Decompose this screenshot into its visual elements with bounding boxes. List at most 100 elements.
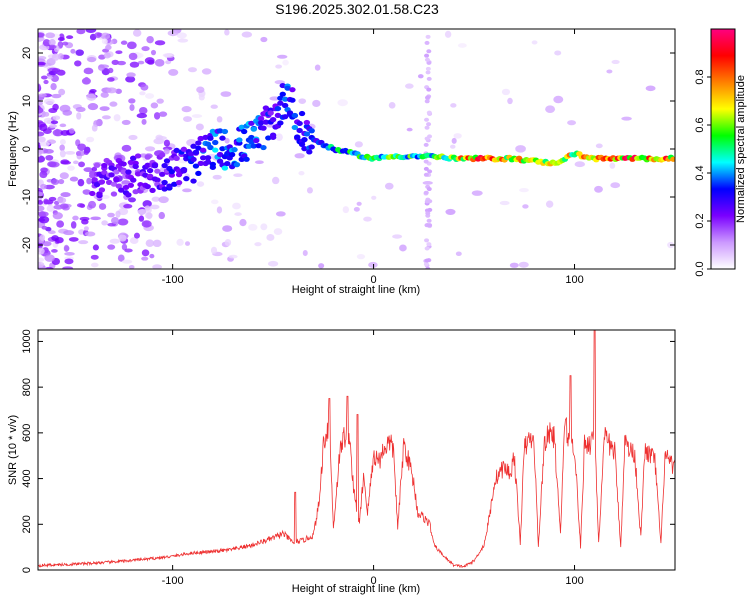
spectrogram-cell [125, 192, 132, 198]
spectrogram-cell [133, 232, 140, 239]
spectrogram-cell [303, 119, 311, 126]
spectrogram-cell [245, 143, 253, 149]
spectrogram-cell [38, 136, 46, 143]
spectrogram-cell [424, 117, 430, 122]
spectrogram-cell [260, 36, 268, 43]
y-tick-label: 600 [21, 424, 33, 442]
spectrogram-cell [180, 168, 188, 174]
spectrogram-cell [221, 165, 229, 171]
spectrogram-cell [302, 249, 308, 257]
spectrogram-cell [69, 176, 79, 182]
spectrogram-cell [45, 32, 56, 39]
spectrogram-cell [427, 207, 433, 212]
spectrogram-cell [40, 75, 48, 80]
spectrogram-cell [98, 187, 106, 193]
spectrogram-cell [163, 139, 171, 147]
spectrogram-cell [50, 83, 57, 91]
spectrogram-cell [176, 32, 187, 39]
spectrogram-cell [192, 149, 200, 155]
spectrogram-cell [107, 212, 115, 218]
spectrogram-cell [98, 203, 107, 210]
spectrogram-cell [296, 120, 303, 127]
spectrogram-cell [101, 162, 108, 169]
spectrogram-cell [216, 151, 224, 158]
spectrogram-cell [269, 134, 277, 140]
spectrogram-cell [100, 92, 109, 98]
spectrogram-cell [38, 101, 43, 106]
spectrogram-cell [44, 254, 55, 262]
spectrogram-cell [125, 169, 132, 175]
spectrogram-cell [83, 167, 93, 173]
spectrogram-cell [181, 106, 192, 113]
spectrogram-cell [86, 177, 92, 185]
x-tick-label: 0 [371, 575, 377, 587]
spectrogram-cell [92, 244, 99, 251]
spectrogram-cell [141, 118, 147, 125]
spectrogram-cell [81, 219, 89, 225]
snr-series-group [38, 330, 675, 569]
spectrogram-cell [75, 106, 86, 113]
spectrogram-cell [221, 128, 229, 135]
spectrogram-cell [545, 105, 556, 113]
spectrogram-cell [275, 133, 283, 141]
spectrogram-cell [122, 184, 130, 191]
spectrogram-cell [59, 123, 67, 128]
spectrogram-cell [216, 206, 223, 214]
spectrogram-cell [195, 145, 202, 151]
spectrogram-cell [233, 173, 243, 178]
spectrogram-cell [85, 29, 97, 33]
snr-x-axis-title: Height of straight line (km) [292, 583, 420, 595]
spectrogram-cell [182, 116, 193, 122]
spectrogram-cell [609, 162, 616, 169]
spectrogram-cell [168, 169, 176, 175]
spectrogram-cell [38, 37, 46, 42]
spectrogram-cell [146, 167, 154, 174]
spectrogram-cell [110, 217, 119, 225]
y-tick-label: 10 [21, 95, 33, 107]
spectrogram-cell [118, 234, 127, 242]
spectrogram-cell [126, 72, 136, 78]
spectrogram-cell [163, 158, 171, 164]
spectrogram-cell [426, 87, 432, 92]
spectrogram-cell [207, 135, 214, 141]
spectrogram-cell [356, 254, 366, 260]
spectrogram-cell [98, 54, 106, 60]
spectrogram-cell [149, 187, 156, 193]
spectrogram-cell [507, 97, 513, 105]
spectrogram-cell [224, 137, 230, 144]
snr-y-ticks: 0 200 400 600 800 1000 [21, 329, 675, 573]
spectrogram-cell [248, 134, 255, 141]
spectrogram-cell [90, 254, 99, 260]
spectrogram-cell [137, 53, 144, 58]
spectrogram-cell [39, 141, 50, 147]
spectrogram-cell [274, 105, 282, 112]
colorbar-tick-label: 0.4 [694, 165, 706, 180]
spectrogram-cell [224, 29, 230, 36]
spectrogram-cell [48, 39, 56, 47]
spectrogram-cell [39, 123, 48, 132]
spectrogram-cell [39, 234, 46, 241]
snr-series-line [38, 330, 675, 569]
spectrogram-cell [257, 116, 265, 122]
spectrogram-cell [65, 150, 76, 155]
spectrogram-cell [243, 156, 250, 162]
spectrogram-cell [271, 176, 280, 185]
spectrogram-cell [262, 119, 270, 125]
spectrogram-cell [38, 191, 43, 197]
spectrogram-cell [94, 32, 102, 38]
y-tick-label: 1000 [21, 329, 33, 353]
spectrogram-cell [41, 225, 48, 230]
spectrogram-cell [152, 264, 163, 269]
spectrogram-cell [106, 87, 117, 94]
spectrogram-cell [38, 242, 43, 249]
spectrogram-cell [392, 234, 403, 239]
spectrogram-cell [43, 79, 49, 85]
spectrogram-cell [368, 261, 378, 268]
spectrogram-cell [209, 161, 217, 167]
spectrogram-cell [126, 41, 137, 50]
spectrogram-cell [423, 142, 429, 147]
colorbar-tick-label: 0.0 [694, 261, 706, 276]
spectrogram-cell [187, 67, 197, 73]
spectrogram-cell [196, 181, 205, 187]
